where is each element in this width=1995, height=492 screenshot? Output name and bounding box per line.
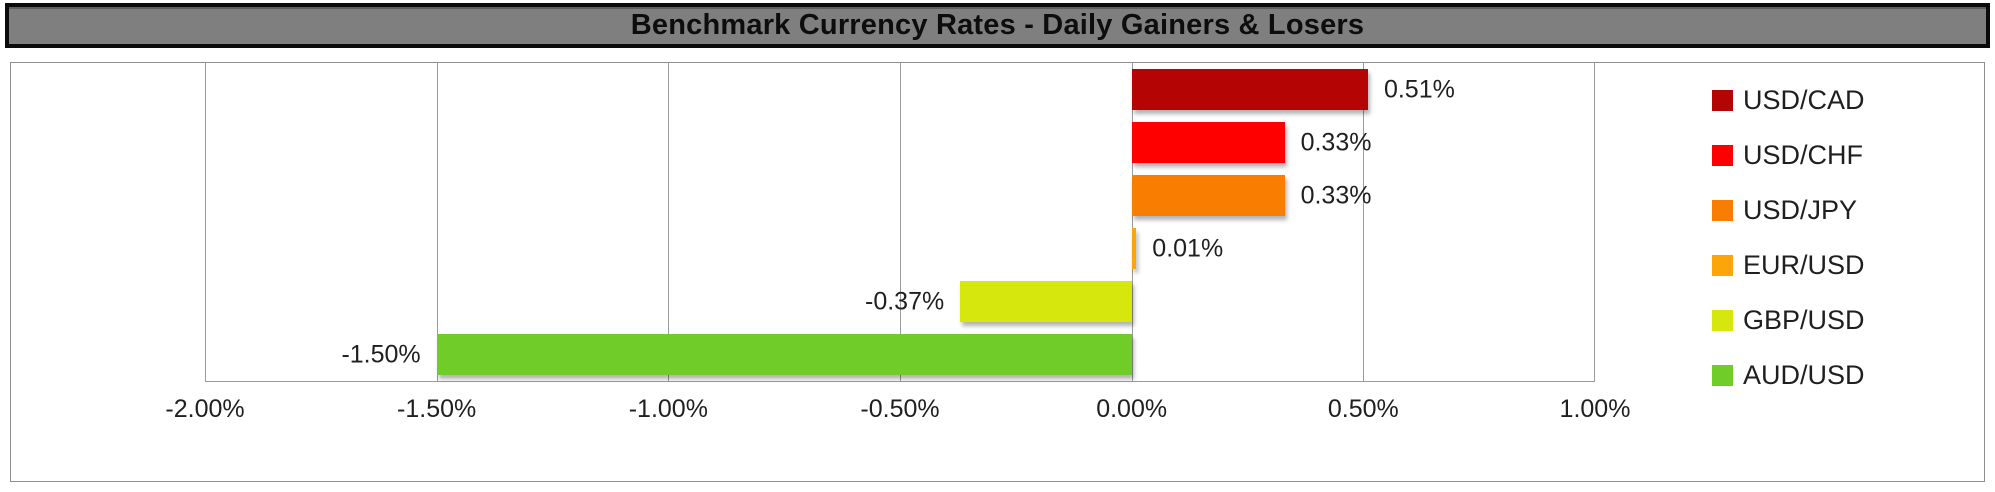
legend-swatch-icon xyxy=(1712,365,1733,386)
legend-label: USD/CHF xyxy=(1743,140,1863,170)
legend-swatch-icon xyxy=(1712,255,1733,276)
x-tick-label: -2.00% xyxy=(165,395,245,423)
bar-data-label: -0.37% xyxy=(865,287,945,315)
bar-usd-chf xyxy=(1131,122,1285,163)
legend-swatch-icon xyxy=(1712,145,1733,166)
gridline xyxy=(900,63,901,381)
chart-area: 0.51% 0.33% 0.33% 0.01% -0.37% -1.50% -2.00% -… xyxy=(10,62,1985,482)
legend-label: GBP/USD xyxy=(1743,305,1865,335)
x-axis: -2.00% -1.50% -1.00% -0.50% 0.00% 0.50% 1.00% xyxy=(165,395,1630,429)
bar-gbp-usd xyxy=(960,281,1132,322)
legend-swatch-icon xyxy=(1712,90,1733,111)
x-tick-label: 0.50% xyxy=(1327,395,1399,423)
legend-item-eur-usd: EUR/USD xyxy=(1712,238,1865,293)
gridline xyxy=(205,63,206,381)
legend-item-usd-jpy: USD/JPY xyxy=(1712,183,1865,238)
gridline xyxy=(1131,63,1133,381)
gridline xyxy=(1363,63,1365,381)
bar-aud-usd xyxy=(436,334,1132,375)
bar-data-label: 0.33% xyxy=(1300,128,1372,156)
legend-label: USD/JPY xyxy=(1743,195,1858,225)
legend-label: USD/CAD xyxy=(1743,85,1865,115)
legend-item-gbp-usd: GBP/USD xyxy=(1712,293,1865,348)
x-tick-label: -0.50% xyxy=(860,395,940,423)
x-tick-label: -1.50% xyxy=(397,395,477,423)
x-tick-label: 0.00% xyxy=(1096,395,1168,423)
legend-label: AUD/USD xyxy=(1743,360,1865,390)
bar-data-label: -1.50% xyxy=(341,340,421,368)
bar-data-label: 0.01% xyxy=(1152,234,1224,262)
gridline xyxy=(436,63,438,381)
bar-data-label: 0.33% xyxy=(1300,181,1372,209)
bar-usd-cad xyxy=(1131,69,1368,110)
gridline xyxy=(1594,63,1595,381)
gridline xyxy=(668,63,670,381)
chart-title: Benchmark Currency Rates - Daily Gainers… xyxy=(630,9,1365,41)
legend-item-usd-chf: USD/CHF xyxy=(1712,128,1865,183)
legend-swatch-icon xyxy=(1712,200,1733,221)
bar-usd-jpy xyxy=(1131,175,1285,216)
chart-title-bar: Benchmark Currency Rates - Daily Gainers… xyxy=(5,3,1990,48)
legend-item-usd-cad: USD/CAD xyxy=(1712,73,1865,128)
legend-item-aud-usd: AUD/USD xyxy=(1712,348,1865,403)
legend: USD/CAD USD/CHF USD/JPY EUR/USD GBP/USD AUD/U… xyxy=(1712,73,1865,403)
legend-label: EUR/USD xyxy=(1743,250,1865,280)
legend-swatch-icon xyxy=(1712,310,1733,331)
x-tick-label: -1.00% xyxy=(628,395,708,423)
plot-area: 0.51% 0.33% 0.33% 0.01% -0.37% -1.50% xyxy=(205,63,1595,382)
x-tick-label: 1.00% xyxy=(1559,395,1631,423)
bar-data-label: 0.51% xyxy=(1383,75,1455,103)
bar-eur-usd xyxy=(1131,228,1137,269)
